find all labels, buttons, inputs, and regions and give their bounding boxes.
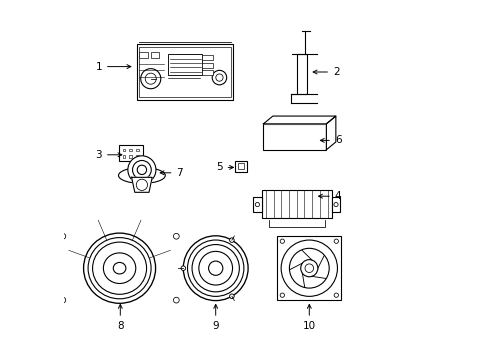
Circle shape (281, 240, 337, 296)
Text: 9: 9 (212, 305, 219, 331)
Circle shape (181, 266, 185, 270)
Ellipse shape (88, 238, 151, 299)
Bar (139, 53, 147, 58)
Bar (261, 190, 331, 219)
Ellipse shape (83, 233, 155, 303)
Bar (150, 53, 159, 58)
Text: 7: 7 (160, 168, 183, 178)
Circle shape (183, 236, 247, 301)
Circle shape (300, 260, 317, 277)
Ellipse shape (118, 167, 165, 183)
Bar (202, 70, 212, 75)
Bar (202, 55, 212, 60)
Circle shape (173, 297, 179, 303)
Circle shape (333, 239, 338, 243)
Circle shape (333, 202, 337, 207)
Text: 1: 1 (95, 62, 131, 72)
Bar (253, 197, 261, 212)
Text: 5: 5 (216, 162, 233, 172)
Bar (129, 149, 132, 152)
Circle shape (127, 156, 156, 184)
Polygon shape (263, 116, 335, 124)
Bar (235, 161, 246, 172)
Bar (167, 54, 202, 75)
Circle shape (255, 202, 259, 207)
Circle shape (173, 233, 179, 239)
Text: 4: 4 (318, 191, 341, 201)
Ellipse shape (92, 242, 146, 294)
Polygon shape (325, 116, 335, 150)
Bar (119, 145, 142, 161)
Polygon shape (131, 177, 152, 192)
Text: 6: 6 (320, 135, 341, 145)
Text: 10: 10 (302, 305, 315, 331)
Circle shape (333, 293, 338, 297)
Bar (122, 155, 125, 158)
Ellipse shape (113, 262, 125, 274)
Circle shape (289, 248, 328, 288)
Bar (277, 236, 341, 300)
Circle shape (199, 251, 232, 285)
Bar (136, 149, 138, 152)
Circle shape (141, 69, 161, 89)
Bar (237, 163, 244, 170)
Text: 8: 8 (117, 305, 123, 331)
Circle shape (280, 293, 284, 297)
Bar (263, 124, 325, 150)
Circle shape (132, 161, 151, 179)
Circle shape (208, 261, 223, 275)
Circle shape (145, 73, 156, 84)
Bar (139, 47, 230, 97)
Bar (129, 155, 132, 158)
Circle shape (187, 240, 244, 296)
Circle shape (215, 74, 223, 81)
Circle shape (60, 233, 65, 239)
Circle shape (192, 244, 239, 292)
Text: 3: 3 (95, 150, 122, 160)
Bar (137, 44, 232, 100)
Bar (331, 197, 340, 212)
Bar (136, 155, 138, 158)
Text: 2: 2 (312, 67, 339, 77)
Circle shape (60, 297, 65, 303)
Circle shape (305, 264, 313, 273)
Circle shape (137, 165, 146, 175)
Circle shape (136, 179, 147, 190)
Bar (296, 54, 306, 94)
Ellipse shape (103, 253, 136, 284)
Bar (202, 63, 212, 68)
Circle shape (280, 239, 284, 243)
Circle shape (212, 70, 226, 85)
Circle shape (229, 238, 234, 242)
Bar (122, 149, 125, 152)
Circle shape (229, 294, 234, 298)
